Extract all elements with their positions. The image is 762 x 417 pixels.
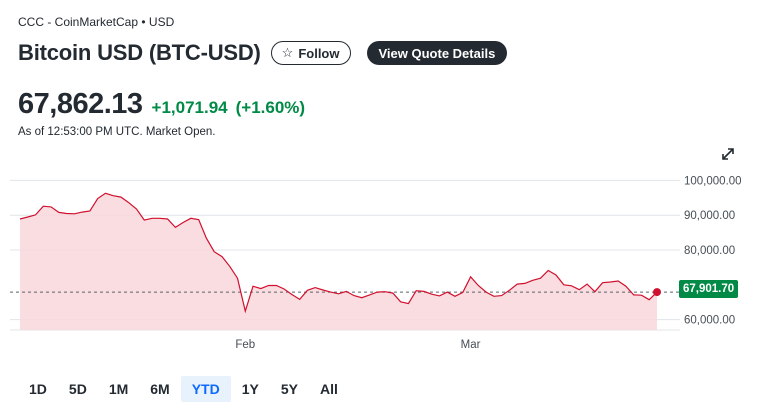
- quote-source: CCC - CoinMarketCap • USD: [18, 15, 175, 29]
- title-row: Bitcoin USD (BTC-USD) ☆ Follow View Quot…: [18, 40, 508, 66]
- x-axis-labels: Feb Mar: [235, 339, 480, 351]
- range-button-5y[interactable]: 5Y: [280, 381, 298, 397]
- x-tick-label: Mar: [461, 339, 481, 351]
- last-point-marker: [653, 288, 661, 297]
- x-tick-label: Feb: [235, 339, 255, 351]
- range-selector: 1D 5D 1M 6M YTD 1Y 5Y All: [18, 376, 349, 402]
- y-tick-label: 80,000.00: [684, 245, 735, 257]
- range-button-6m[interactable]: 6M: [150, 381, 170, 397]
- expand-icon[interactable]: [720, 146, 736, 162]
- range-button-1y[interactable]: 1Y: [241, 381, 259, 397]
- follow-button[interactable]: ☆ Follow: [270, 41, 351, 65]
- range-button-5d[interactable]: 5D: [68, 381, 87, 397]
- range-button-1m[interactable]: 1M: [108, 381, 129, 397]
- y-tick-label: 100,000.00: [684, 175, 742, 187]
- price-chart[interactable]: 100,000.00 90,000.00 80,000.00 60,000.00 Fe…: [0, 170, 762, 370]
- y-tick-label: 60,000.00: [684, 315, 735, 327]
- y-axis-labels: 100,000.00 90,000.00 80,000.00 60,000.00: [684, 175, 742, 326]
- y-tick-label: 90,000.00: [684, 210, 735, 222]
- range-button-all[interactable]: All: [319, 381, 338, 397]
- range-button-ytd[interactable]: YTD: [180, 376, 231, 402]
- price-change: +1,071.94: [151, 98, 228, 117]
- market-status: As of 12:53:00 PM UTC. Market Open.: [18, 126, 216, 138]
- chart-area: [20, 193, 657, 330]
- star-icon: ☆: [281, 45, 294, 60]
- last-value-badge: 67,901.70: [679, 280, 739, 298]
- current-price: 67,862.13: [18, 88, 143, 120]
- range-button-1d[interactable]: 1D: [29, 381, 47, 397]
- page-title: Bitcoin USD (BTC-USD): [18, 40, 261, 65]
- price-row: 67,862.13 +1,071.94 (+1.60%): [18, 88, 305, 121]
- chart-line: [19, 192, 658, 314]
- view-quote-details-button[interactable]: View Quote Details: [366, 41, 508, 65]
- follow-label: Follow: [298, 45, 340, 61]
- price-change-percent: (+1.60%): [235, 98, 306, 117]
